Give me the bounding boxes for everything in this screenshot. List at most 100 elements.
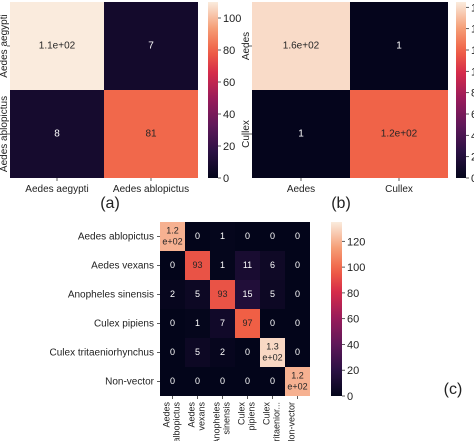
cell-value-label: 11 <box>243 260 252 270</box>
heatmap-cell <box>160 222 185 251</box>
cell-value-label: 7 <box>148 41 154 52</box>
cell-value-label: 1 <box>396 41 402 52</box>
cell-value-label: 0 <box>295 231 300 241</box>
cell-value-label: 1 <box>220 231 225 241</box>
heatmap-cell <box>260 222 285 251</box>
heatmap-cell <box>285 222 310 251</box>
colorbar-tick-label: 60 <box>347 314 359 326</box>
y-tick-label: Culex pipiens <box>94 319 154 330</box>
colorbar-tick-label: 120 <box>347 236 365 248</box>
colorbar-tick-label: 100 <box>223 13 241 25</box>
colorbar-tick-label: 100 <box>347 262 365 274</box>
cell-value-label: 81 <box>145 129 157 140</box>
colorbar-tick-label: 100 <box>471 66 474 78</box>
cell-value-label: 1.2e+02 <box>381 129 418 140</box>
heatmap-cell <box>235 367 260 396</box>
cell-value-label: 0 <box>245 231 250 241</box>
cell-value-label: 0 <box>220 376 225 386</box>
heatmap-cell <box>185 309 210 338</box>
colorbar-tick-label: 120 <box>471 45 474 57</box>
cell-value-label: 1.3 e+02 <box>262 342 282 363</box>
heatmap-cell <box>235 309 260 338</box>
colorbar-tick-label: 40 <box>471 130 474 142</box>
heatmap-cell <box>285 309 310 338</box>
colorbar-tick-label: 0 <box>471 173 474 185</box>
colorbar <box>208 2 218 178</box>
cell-value-label: 0 <box>295 289 300 299</box>
x-tick-label: Cullex <box>385 184 413 195</box>
cell-value-label: 7 <box>220 318 225 328</box>
colorbar-tick-label: 0 <box>347 391 353 403</box>
heatmap-cell <box>185 367 210 396</box>
x-tick-label: Aedesvexans <box>187 402 207 431</box>
heatmap-cell <box>210 280 235 309</box>
heatmap-cell <box>210 251 235 280</box>
heatmap-cell <box>235 338 260 367</box>
cell-value-label: 8 <box>54 129 60 140</box>
heatmap-cell <box>235 280 260 309</box>
colorbar-tick-label: 20 <box>347 365 359 377</box>
cell-value-label: 0 <box>170 318 175 328</box>
cell-value-label: 93 <box>192 260 202 270</box>
heatmap-cell <box>252 2 350 90</box>
y-tick-label: Culex tritaeniorhynchus <box>50 348 155 359</box>
colorbar-tick-label: 60 <box>471 109 474 121</box>
heatmap-cell <box>350 2 448 90</box>
heatmap-cell <box>285 251 310 280</box>
cell-value-label: 0 <box>170 260 175 270</box>
heatmap-cell <box>185 251 210 280</box>
cell-value-label: 0 <box>245 376 250 386</box>
heatmap-cell <box>260 367 285 396</box>
cell-value-label: 1.6e+02 <box>283 41 320 52</box>
heatmap-cell <box>285 280 310 309</box>
colorbar-tick-label: 0 <box>223 173 229 185</box>
x-tick-label: Aedes <box>287 184 315 195</box>
heatmap-cell <box>185 338 210 367</box>
heatmap-cell <box>285 338 310 367</box>
cell-value-label: 15 <box>242 289 252 299</box>
heatmap-cell <box>10 90 104 178</box>
panel-label: (c) <box>444 381 463 398</box>
heatmap-cell <box>260 251 285 280</box>
colorbar-tick-label: 40 <box>347 339 359 351</box>
colorbar <box>456 2 466 178</box>
cell-value-label: 0 <box>295 347 300 357</box>
heatmap-cell <box>210 367 235 396</box>
y-tick-label: Non-vector <box>105 377 155 388</box>
heatmap-c: 1.2 e+020 1 0 0 00 93 1 11 6 02 5 93 15 5 00 1 7 97 0 00 5 2 0 1… <box>50 222 463 441</box>
colorbar-tick-label: 80 <box>471 88 474 100</box>
heatmap-cell <box>210 338 235 367</box>
y-tick-label: Aedes ablopictus <box>78 232 154 243</box>
cell-value-label: 1.1e+02 <box>39 41 76 52</box>
heatmap-cell <box>104 90 198 178</box>
cell-value-label: 93 <box>217 289 227 299</box>
cell-value-label: 0 <box>295 260 300 270</box>
heatmap-a: 1.1e+02 7 8 81 Aedes aegypti Aedes ablopictus… <box>0 2 241 212</box>
heatmap-cell <box>160 251 185 280</box>
heatmap-cell <box>185 280 210 309</box>
heatmap-cell <box>160 309 185 338</box>
heatmap-cell <box>10 2 104 90</box>
heatmap-b: 1.6e+02 1 1 1.2e+02 Aedes Cullex Aedes Cullex 0 2… <box>241 2 474 212</box>
colorbar <box>331 222 342 396</box>
y-tick-label: Aedes <box>241 32 252 60</box>
cell-value-label: 97 <box>242 318 252 328</box>
cell-value-label: 5 <box>195 347 200 357</box>
colorbar-tick-label: 20 <box>471 152 474 164</box>
x-tick-label: Culexpipiens <box>237 402 257 431</box>
colorbar-tick-label: 140 <box>471 24 474 36</box>
cell-value-label: 1 <box>195 318 200 328</box>
cell-value-label: 5 <box>270 289 275 299</box>
heatmap-cell <box>160 367 185 396</box>
heatmap-cell <box>210 222 235 251</box>
cell-value-label: 0 <box>270 376 275 386</box>
heatmap-cell <box>235 222 260 251</box>
cell-value-label: 0 <box>170 347 175 357</box>
cell-value-label: 0 <box>270 231 275 241</box>
heatmap-cell <box>260 280 285 309</box>
cell-value-label: 0 <box>270 318 275 328</box>
y-tick-label: Anopheles sinensis <box>68 290 154 301</box>
colorbar-tick-label: 160 <box>471 2 474 14</box>
